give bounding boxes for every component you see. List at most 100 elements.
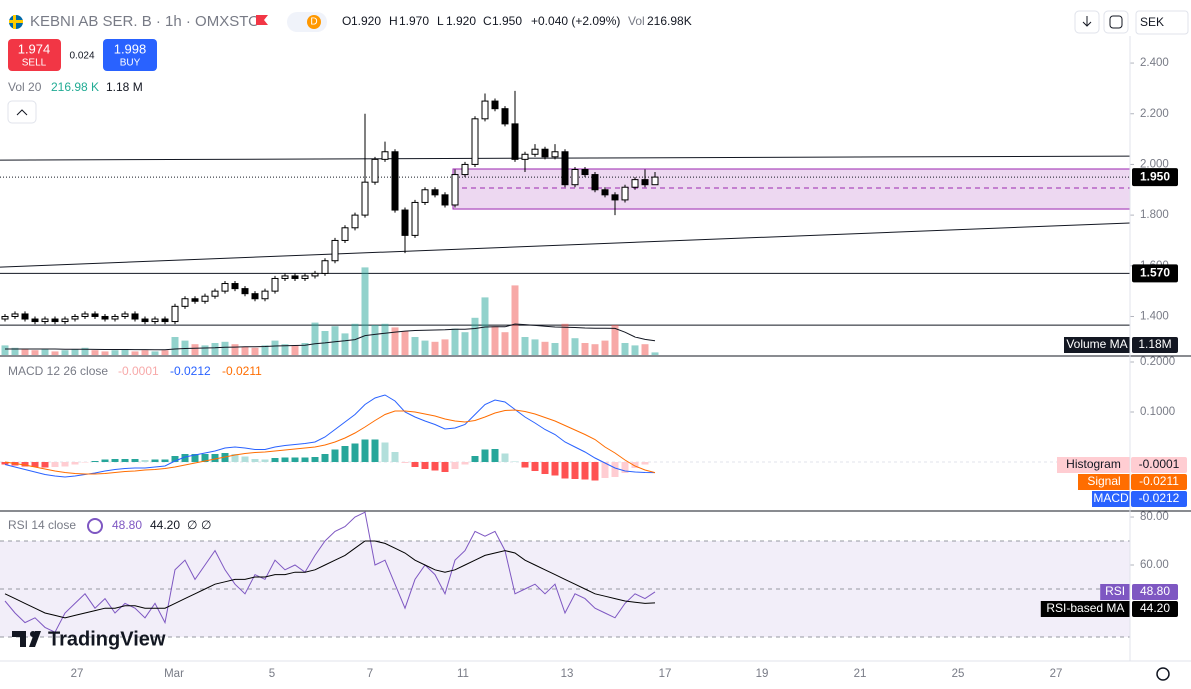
volume-bar: [341, 333, 349, 355]
candle-body: [91, 313, 99, 317]
x-tick-label: 25: [952, 668, 965, 680]
volume-bar: [261, 345, 269, 355]
volume-bar: [181, 340, 189, 355]
y-tick-label: 2.200: [1140, 108, 1169, 120]
symbol[interactable]: KEBNI AB SER. B · 1h · OMXSTO: [30, 13, 260, 30]
candle-body: [541, 148, 549, 158]
volume-bar: [651, 352, 659, 355]
buy-button[interactable]: [103, 39, 157, 71]
histogram-bar: [171, 456, 179, 462]
volume-bar: [401, 331, 409, 355]
y-tick-label: 2.400: [1140, 57, 1169, 69]
candle-body: [261, 290, 269, 300]
candle-body: [351, 214, 359, 229]
histogram-bar: [581, 462, 589, 480]
series-name: Signal: [1087, 474, 1120, 488]
histogram-bar: [311, 457, 319, 462]
candle-body: [491, 100, 499, 110]
volume-bar: [101, 351, 109, 355]
histogram-bar: [521, 462, 529, 468]
volume-bar: [191, 344, 199, 355]
candle-body: [31, 318, 39, 323]
histogram-bar: [371, 439, 379, 462]
logo[interactable]: TradingView: [48, 628, 166, 650]
volume-bar: [451, 328, 459, 355]
x-tick-label: 17: [659, 668, 672, 680]
histogram-bar: [161, 459, 169, 462]
series-axis-label: 44.20: [1140, 601, 1170, 615]
candle-body: [171, 305, 179, 323]
candle-body: [331, 239, 339, 262]
candle-body: [441, 194, 449, 206]
volume-bar: [481, 297, 489, 355]
macd-title: MACD 12 26 close: [8, 364, 108, 378]
candle-body: [551, 151, 559, 158]
candle-body: [461, 163, 469, 176]
candle-body: [391, 151, 399, 211]
histogram-bar: [471, 456, 479, 462]
currency-button[interactable]: [1135, 10, 1189, 35]
logo-dot: [30, 631, 36, 637]
volume-bar: [521, 337, 529, 355]
candle-body: [221, 283, 229, 292]
histogram-bar: [461, 462, 469, 465]
candle-body: [361, 181, 369, 216]
x-tick-label: 21: [854, 668, 867, 680]
candle-body: [381, 151, 389, 160]
rsi-extra: ∅: [201, 518, 211, 532]
volume-bar: [291, 345, 299, 355]
ohlc-value: 1.950: [492, 14, 522, 28]
histogram-bar: [251, 459, 259, 462]
series-axis-label-bg: [1132, 601, 1178, 617]
buy-label: BUY: [120, 58, 141, 69]
histogram-bar: [491, 449, 499, 462]
volume-bar: [141, 350, 149, 355]
histogram-bar: [31, 462, 39, 467]
volume-bar: [151, 351, 159, 355]
volume-bar: [381, 323, 389, 355]
histogram-bar: [291, 457, 299, 462]
candle-body: [201, 295, 209, 302]
series-name-bg: [1040, 601, 1130, 617]
collapse-icon: [16, 109, 28, 116]
volume-bar: [431, 341, 439, 355]
histogram-bar: [501, 453, 509, 462]
volume-bar: [111, 350, 119, 355]
volume-bar: [601, 340, 609, 355]
histogram-bar: [531, 462, 539, 471]
series-axis-label-bg: [1131, 474, 1187, 490]
volume-bar: [511, 285, 519, 355]
histogram-bar: [421, 462, 429, 469]
candle-body: [181, 298, 189, 307]
rsi-line: [4, 540, 656, 619]
histogram-bar: [391, 452, 399, 462]
settings-icon[interactable]: [1156, 667, 1170, 681]
volume-bar: [591, 344, 599, 355]
flag-stripe: [13, 15, 16, 29]
volume-bar: [251, 347, 259, 355]
histogram-bar: [591, 462, 599, 481]
rsi-legend-value: 48.80: [112, 518, 142, 532]
volume-bar: [361, 267, 369, 355]
candle-body: [291, 275, 299, 279]
histogram-bar: [151, 459, 159, 462]
series-axis-label-bg: [1132, 584, 1178, 600]
buy-price: 1.998: [114, 41, 147, 56]
candle-body: [481, 100, 489, 120]
sell-button[interactable]: [8, 39, 61, 71]
volume-bar: [281, 344, 289, 355]
collapse-button[interactable]: [7, 100, 37, 124]
reset-button[interactable]: [1103, 10, 1129, 34]
volume-bar: [501, 332, 509, 355]
flag-mark[interactable]: [256, 15, 268, 25]
rsi-icon[interactable]: [87, 518, 103, 534]
macd-line: [4, 394, 656, 478]
volume-ma-line: [5, 323, 656, 351]
series-name: MACD: [1093, 491, 1129, 505]
candle-body: [591, 174, 599, 191]
volume-bar: [31, 350, 39, 355]
volume-bar: [11, 347, 19, 355]
histogram-bar: [551, 462, 559, 476]
y-tick-label: 2.000: [1140, 158, 1169, 170]
candle-body: [211, 290, 219, 297]
